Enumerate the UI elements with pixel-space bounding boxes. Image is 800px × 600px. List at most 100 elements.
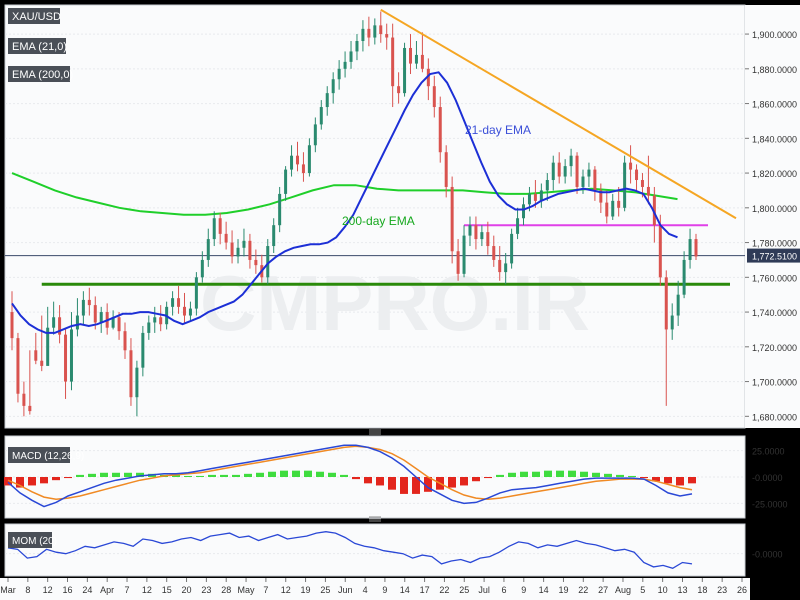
time-tick-label: 26 xyxy=(737,585,747,595)
candle-body xyxy=(557,162,561,177)
time-tick-label: Apr xyxy=(100,585,114,595)
candle-body xyxy=(325,93,329,108)
candle-body xyxy=(426,68,430,87)
macd-histogram-bar xyxy=(244,473,252,477)
candle-body xyxy=(194,277,198,309)
candle-body xyxy=(248,240,252,260)
candle-body xyxy=(22,393,26,406)
time-tick-label: 7 xyxy=(125,585,130,595)
momentum-panel[interactable] xyxy=(4,523,746,577)
macd-histogram-bar xyxy=(328,472,336,477)
time-axis-labels: Mar 8 12 16 24 Apr 7 12 15 20 23 28 May 7 12 19 25 Jun 4 9 1… xyxy=(0,578,747,595)
time-tick-label: Mar xyxy=(0,585,16,595)
momentum-tick-label: -0.0000 xyxy=(752,550,783,560)
candle-body xyxy=(420,54,424,69)
time-tick-label: 15 xyxy=(162,585,172,595)
ema200-annotation: 200-day EMA xyxy=(342,214,415,228)
time-tick-label: Aug xyxy=(615,585,631,595)
candle-body xyxy=(640,180,644,187)
candle-body xyxy=(367,28,371,38)
candle-body xyxy=(581,176,585,187)
macd-histogram-bar xyxy=(472,477,480,482)
macd-histogram-bar xyxy=(496,474,504,477)
macd-histogram-bar xyxy=(676,477,684,486)
candle-body xyxy=(605,202,609,217)
candle-body xyxy=(272,225,276,247)
time-tick-label: 12 xyxy=(43,585,53,595)
candle-body xyxy=(414,54,418,64)
time-tick-label: 12 xyxy=(281,585,291,595)
candle-body xyxy=(16,338,20,394)
candle-body xyxy=(629,162,633,170)
candle-body xyxy=(123,331,127,351)
price-axis-bg xyxy=(745,5,800,428)
last-price-marker: 1,772.5100 xyxy=(747,248,800,263)
time-tick-label: 25 xyxy=(320,585,330,595)
candle-body xyxy=(599,190,603,203)
time-tick-label: 24 xyxy=(82,585,92,595)
macd-histogram-bar xyxy=(4,477,12,486)
macd-histogram-bar xyxy=(388,477,396,490)
candle-body xyxy=(527,193,531,205)
candle-body xyxy=(694,239,698,257)
macd-histogram-bar xyxy=(688,477,696,484)
time-tick-label: 14 xyxy=(400,585,410,595)
ema200-label-text: EMA (200,0) xyxy=(12,69,73,81)
time-tick-label: 5 xyxy=(640,585,645,595)
candle-body xyxy=(587,169,591,177)
momentum-label[interactable]: MOM (20) xyxy=(8,532,57,548)
price-tick-label: 1,700.0000 xyxy=(752,378,797,388)
macd-histogram-bar xyxy=(448,477,456,488)
candle-body xyxy=(635,169,639,181)
macd-histogram-bar xyxy=(232,474,240,477)
time-tick-label: 8 xyxy=(25,585,30,595)
ema21-line xyxy=(11,71,678,334)
macd-label[interactable]: MACD (12,26,9) xyxy=(8,447,84,463)
macd-signal-line xyxy=(7,445,693,500)
macd-histogram-bar xyxy=(220,474,228,477)
candle-body xyxy=(504,263,508,273)
candle-body xyxy=(682,259,686,295)
price-panel[interactable] xyxy=(4,4,746,429)
candle-body xyxy=(456,251,460,274)
time-tick-label: 23 xyxy=(717,585,727,595)
ema21-path xyxy=(11,71,678,334)
ema200-label[interactable]: EMA (200,0) xyxy=(8,66,73,82)
candle-body xyxy=(301,164,305,174)
macd-histogram-bar xyxy=(172,474,180,477)
candle-body xyxy=(58,317,62,335)
time-tick-label: 28 xyxy=(221,585,231,595)
candle-body xyxy=(319,107,323,125)
candle-body xyxy=(438,107,442,153)
time-tick-label: 4 xyxy=(363,585,368,595)
time-tick-label: 23 xyxy=(201,585,211,595)
momentum-chart: -0.0000 xyxy=(5,531,783,570)
macd-histogram-bar xyxy=(544,470,552,477)
time-tick-label: 13 xyxy=(677,585,687,595)
candle-body xyxy=(224,233,228,243)
candle-body xyxy=(46,327,50,366)
time-tick-label: 20 xyxy=(182,585,192,595)
macd-histogram-bar xyxy=(208,474,216,477)
candle-body xyxy=(409,47,413,64)
panel-resize-handle-2[interactable] xyxy=(369,516,381,522)
symbol-label[interactable]: XAU/USD xyxy=(8,8,61,24)
candle-body xyxy=(236,247,240,257)
ema21-label[interactable]: EMA (21,0) xyxy=(8,38,67,54)
last-price-text: 1,772.5100 xyxy=(752,252,797,262)
macd-histogram-bar xyxy=(316,471,324,477)
time-axis xyxy=(0,578,750,600)
candle-body xyxy=(10,312,14,339)
time-tick-label: 12 xyxy=(142,585,152,595)
candle-body xyxy=(670,315,674,330)
candle-body xyxy=(141,332,145,368)
price-grid xyxy=(5,33,745,417)
candle-body xyxy=(135,367,139,398)
candle-body xyxy=(551,162,555,181)
panel-resize-handle[interactable] xyxy=(369,429,381,435)
candle-body xyxy=(111,317,115,328)
macd-histogram-bar xyxy=(100,472,108,477)
candle-body xyxy=(331,79,335,94)
ema200-line xyxy=(11,172,678,216)
